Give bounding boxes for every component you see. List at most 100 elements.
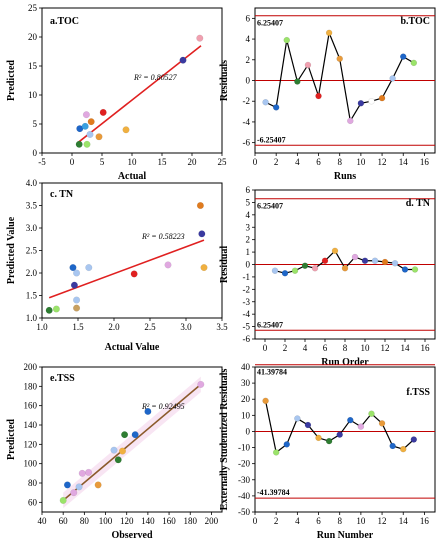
y-tick-label: 15 [28,61,38,71]
residual-point [378,94,386,102]
residual-point [304,61,312,69]
y-tick-label: -2 [243,284,251,294]
residual-point [283,36,290,44]
residual-point [304,421,312,429]
y-axis-label: Predicted [6,419,17,460]
x-tick-label: 25 [218,157,228,167]
y-tick-label: -1 [243,272,251,282]
residual-point [368,410,375,417]
x-axis-label: Actual [118,171,147,182]
fit-line [62,383,202,502]
y-tick-label: 0 [33,148,38,158]
residual-point [401,266,409,273]
data-point [70,489,78,497]
y-tick-label: 5 [246,197,251,207]
x-tick-label: 2 [274,516,279,526]
y-tick-label: -4 [243,117,251,127]
data-point [78,469,86,477]
data-point [83,140,91,148]
x-tick-label: 12 [378,516,387,526]
y-tick-label: 4.0 [26,178,38,188]
panel-label: b.TOC [400,16,430,27]
residual-point [391,260,399,267]
y-tick-label: 25 [28,3,38,13]
y-tick-label: -2 [243,96,251,106]
y-tick-label: 4 [246,210,251,220]
x-tick-label: 2 [283,343,288,353]
r-squared-label: R² = 0.58223 [141,232,185,241]
data-point [45,306,53,314]
data-point [122,126,130,134]
lower-limit-label: -41.39784 [257,488,290,497]
r-squared-label: R² = 0.80527 [133,73,178,82]
residual-point [262,99,269,106]
y-tick-label: 2.5 [26,246,38,256]
y-tick-label: 3.0 [26,223,38,233]
data-point [81,122,89,130]
data-point [59,496,67,504]
lower-limit-label: -6.25407 [257,135,286,144]
data-point [94,481,102,489]
x-tick-label: 2.5 [144,322,156,332]
x-tick-label: 3.5 [216,322,228,332]
residual-point [272,104,280,111]
residual-point [368,98,375,105]
data-point [87,118,95,126]
data-point [86,130,94,138]
data-point [99,108,107,116]
x-tick-label: 15 [158,157,168,167]
data-point [118,447,126,455]
data-point [85,468,93,476]
x-axis-label: Run Number [317,530,374,541]
data-point [75,483,83,491]
y-tick-label: 5 [33,119,38,129]
residual-point [325,29,333,37]
plot-frame [41,182,223,319]
x-tick-label: 8 [337,516,342,526]
y-tick-label: 6 [246,185,251,195]
residual-point [378,420,386,427]
data-point [85,264,93,272]
y-tick-label: -10 [238,443,250,453]
residual-point [272,449,280,456]
upper-limit-label: 41.39784 [257,368,287,377]
residual-point [410,59,418,67]
data-point [70,281,78,289]
x-tick-label: 180 [183,516,197,526]
panel-label: c. TN [50,189,74,200]
data-point [164,261,172,269]
x-axis-label: Runs [334,171,356,182]
residual-point [351,253,359,261]
panel-label: d. TN [406,198,431,209]
panel-b: 0 2 4 6 8 10 12 14 16 -6 -4 -2 0 2 4 6 Runs Residuals 6.25… [219,7,436,182]
y-tick-label: 10 [241,410,251,420]
residual-point [347,117,354,125]
x-tick-label: 100 [99,516,113,526]
y-tick-label: 40 [241,362,251,372]
data-point [52,305,60,313]
x-tick-label: 1.0 [36,322,48,332]
y-tick-label: 60 [28,497,38,507]
x-axis-label: Actual Value [105,342,160,353]
data-point [200,264,208,272]
x-tick-label: 20 [188,157,198,167]
y-tick-label: -30 [238,475,250,485]
x-tick-label: 10 [361,343,371,353]
x-tick-label: 14 [399,516,409,526]
x-tick-label: 4 [295,157,300,167]
residual-point [315,434,322,442]
x-axis-label: Observed [111,530,153,541]
x-tick-label: 10 [128,157,138,167]
residual-point [311,265,319,272]
panel-label: e.TSS [50,373,75,384]
residual-point [325,437,333,445]
x-tick-label: 16 [420,157,430,167]
y-tick-label: 200 [24,362,38,372]
x-axis-label: Run Order [321,357,369,368]
y-axis-label: Externally Studentized Residuals [219,369,230,511]
y-tick-label: 10 [28,90,38,100]
data-point [63,481,71,489]
y-tick-label: 3 [246,222,251,232]
data-point [121,431,129,439]
